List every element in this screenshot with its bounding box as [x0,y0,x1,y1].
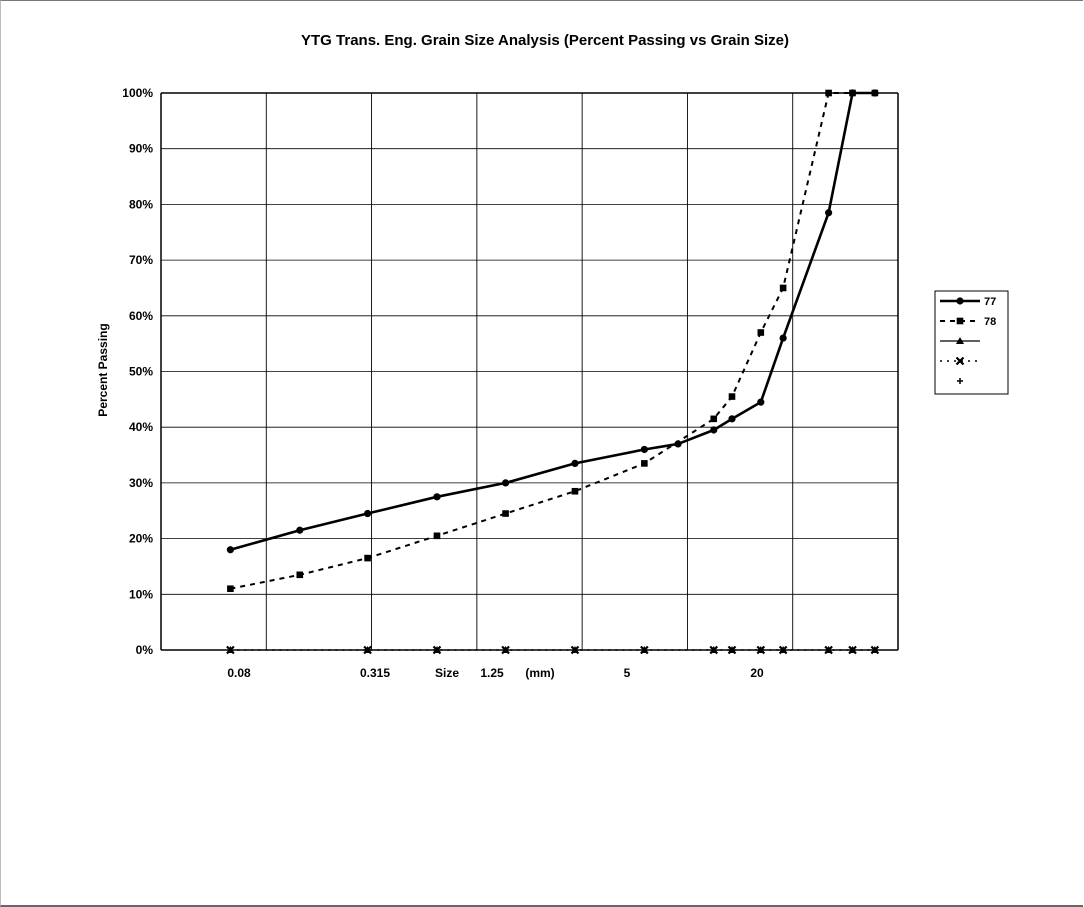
data-point [825,89,832,97]
data-point [848,646,857,653]
data-point [433,532,441,540]
series-line [230,91,875,551]
y-tick-label: 40% [129,420,153,434]
data-point [433,493,441,501]
data-point [640,646,649,653]
y-tick-label: 10% [129,587,153,601]
legend-marker [956,317,964,325]
data-point [363,646,372,653]
data-point [363,509,372,518]
data-point [779,334,787,342]
y-axis-label: Percent Passing [96,323,110,416]
legend-item: 78 [940,316,996,328]
data-point [570,646,579,653]
x-tick-labels: 0.08 0.315 Size 1.25 (mm) 5 20 [227,666,764,680]
data-point [364,554,371,562]
data-point [226,546,234,554]
y-tick-label: 30% [129,476,153,490]
data-point [432,646,441,653]
data-point [227,585,234,593]
y-tick-label: 60% [129,309,153,323]
series-thin-triangle [226,646,879,653]
x-tick-label: 5 [624,666,631,680]
x-tick-label: 1.25 [480,666,504,680]
x-tick-label: 0.315 [360,666,390,680]
data-point [226,646,235,653]
legend-label: 78 [984,316,996,328]
y-tick-label: 50% [129,365,153,379]
legend-item [957,378,963,384]
y-tick-label: 20% [129,532,153,546]
data-point [296,526,304,534]
data-point [709,646,718,653]
data-point [779,284,787,292]
x-tick-label: 0.08 [227,666,251,680]
legend-marker [957,378,963,384]
data-point [641,460,648,467]
legend-item [940,356,980,366]
data-point [727,646,736,653]
data-point [501,646,510,653]
y-tick-labels: 0% 10% 20% 30% 40% 50% 60% 70% 80% 90% 100% [122,86,153,657]
data-point [640,445,648,454]
series-78 [227,89,879,593]
data-point [710,415,718,423]
data-point [848,89,857,97]
data-point [710,426,718,434]
data-point [296,571,304,579]
y-tick-label: 90% [129,142,153,156]
chart-title: YTG Trans. Eng. Grain Size Analysis (Per… [301,32,789,49]
legend-box [934,290,1009,395]
data-point [757,398,765,406]
legend-item [940,337,980,344]
series-layer [226,89,880,655]
data-point [757,329,765,336]
y-tick-label: 70% [129,253,153,267]
series-line [230,92,875,590]
data-point [870,646,879,653]
y-tick-label: 0% [136,643,154,657]
data-point [674,440,682,448]
y-tick-label: 80% [129,197,153,211]
x-tick-label: (mm) [525,666,554,680]
legend: 77 78 [934,290,1009,395]
data-point [728,393,736,400]
x-tick-label: 20 [750,666,764,680]
legend-marker [956,297,964,305]
legend-item: 77 [940,296,996,308]
data-point [825,209,833,217]
data-point [756,646,765,653]
data-point [501,479,510,487]
legend-marker [956,337,964,344]
data-point [728,415,736,423]
data-point [571,487,579,495]
legend-marker [955,356,965,366]
data-point [502,510,509,517]
data-point [871,89,879,97]
data-point [779,646,788,653]
legend-label: 77 [984,296,996,308]
data-point [571,459,579,468]
series-77 [226,89,879,554]
data-point [824,646,833,653]
grid-lines [160,92,899,651]
y-tick-label: 100% [122,86,153,100]
x-tick-label: Size [435,666,459,680]
